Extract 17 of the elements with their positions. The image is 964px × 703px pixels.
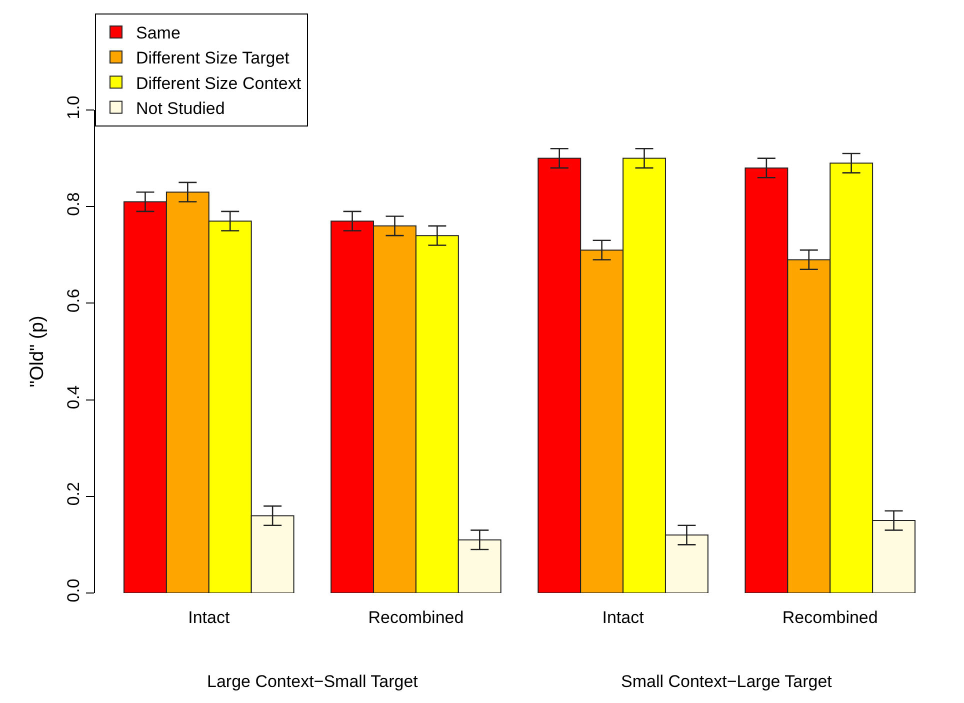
- y-tick-label: 0.2: [64, 482, 84, 506]
- y-tick-label: 0.0: [64, 578, 84, 602]
- text: Large Context−Small Target: [207, 672, 418, 691]
- y-tick-label: 1.0: [64, 96, 84, 120]
- legend-label: Different Size Context: [136, 74, 302, 93]
- x-tick-label: Recombined: [368, 608, 464, 627]
- legend-label: Not Studied: [136, 98, 225, 118]
- text: Small Context−Large Target: [621, 672, 832, 691]
- y-axis-title: "Old" (p): [27, 316, 48, 388]
- x-tick-label: Intact: [602, 608, 644, 627]
- x-tick-label: Intact: [188, 608, 230, 627]
- y-tick-label: 0.8: [64, 192, 84, 216]
- legend-label: Different Size Target: [136, 48, 290, 68]
- x-tick-label: Recombined: [782, 608, 878, 627]
- y-tick-label: 0.4: [64, 385, 84, 410]
- y-tick-label: 0.6: [64, 288, 84, 312]
- legend-label: Same: [136, 24, 180, 43]
